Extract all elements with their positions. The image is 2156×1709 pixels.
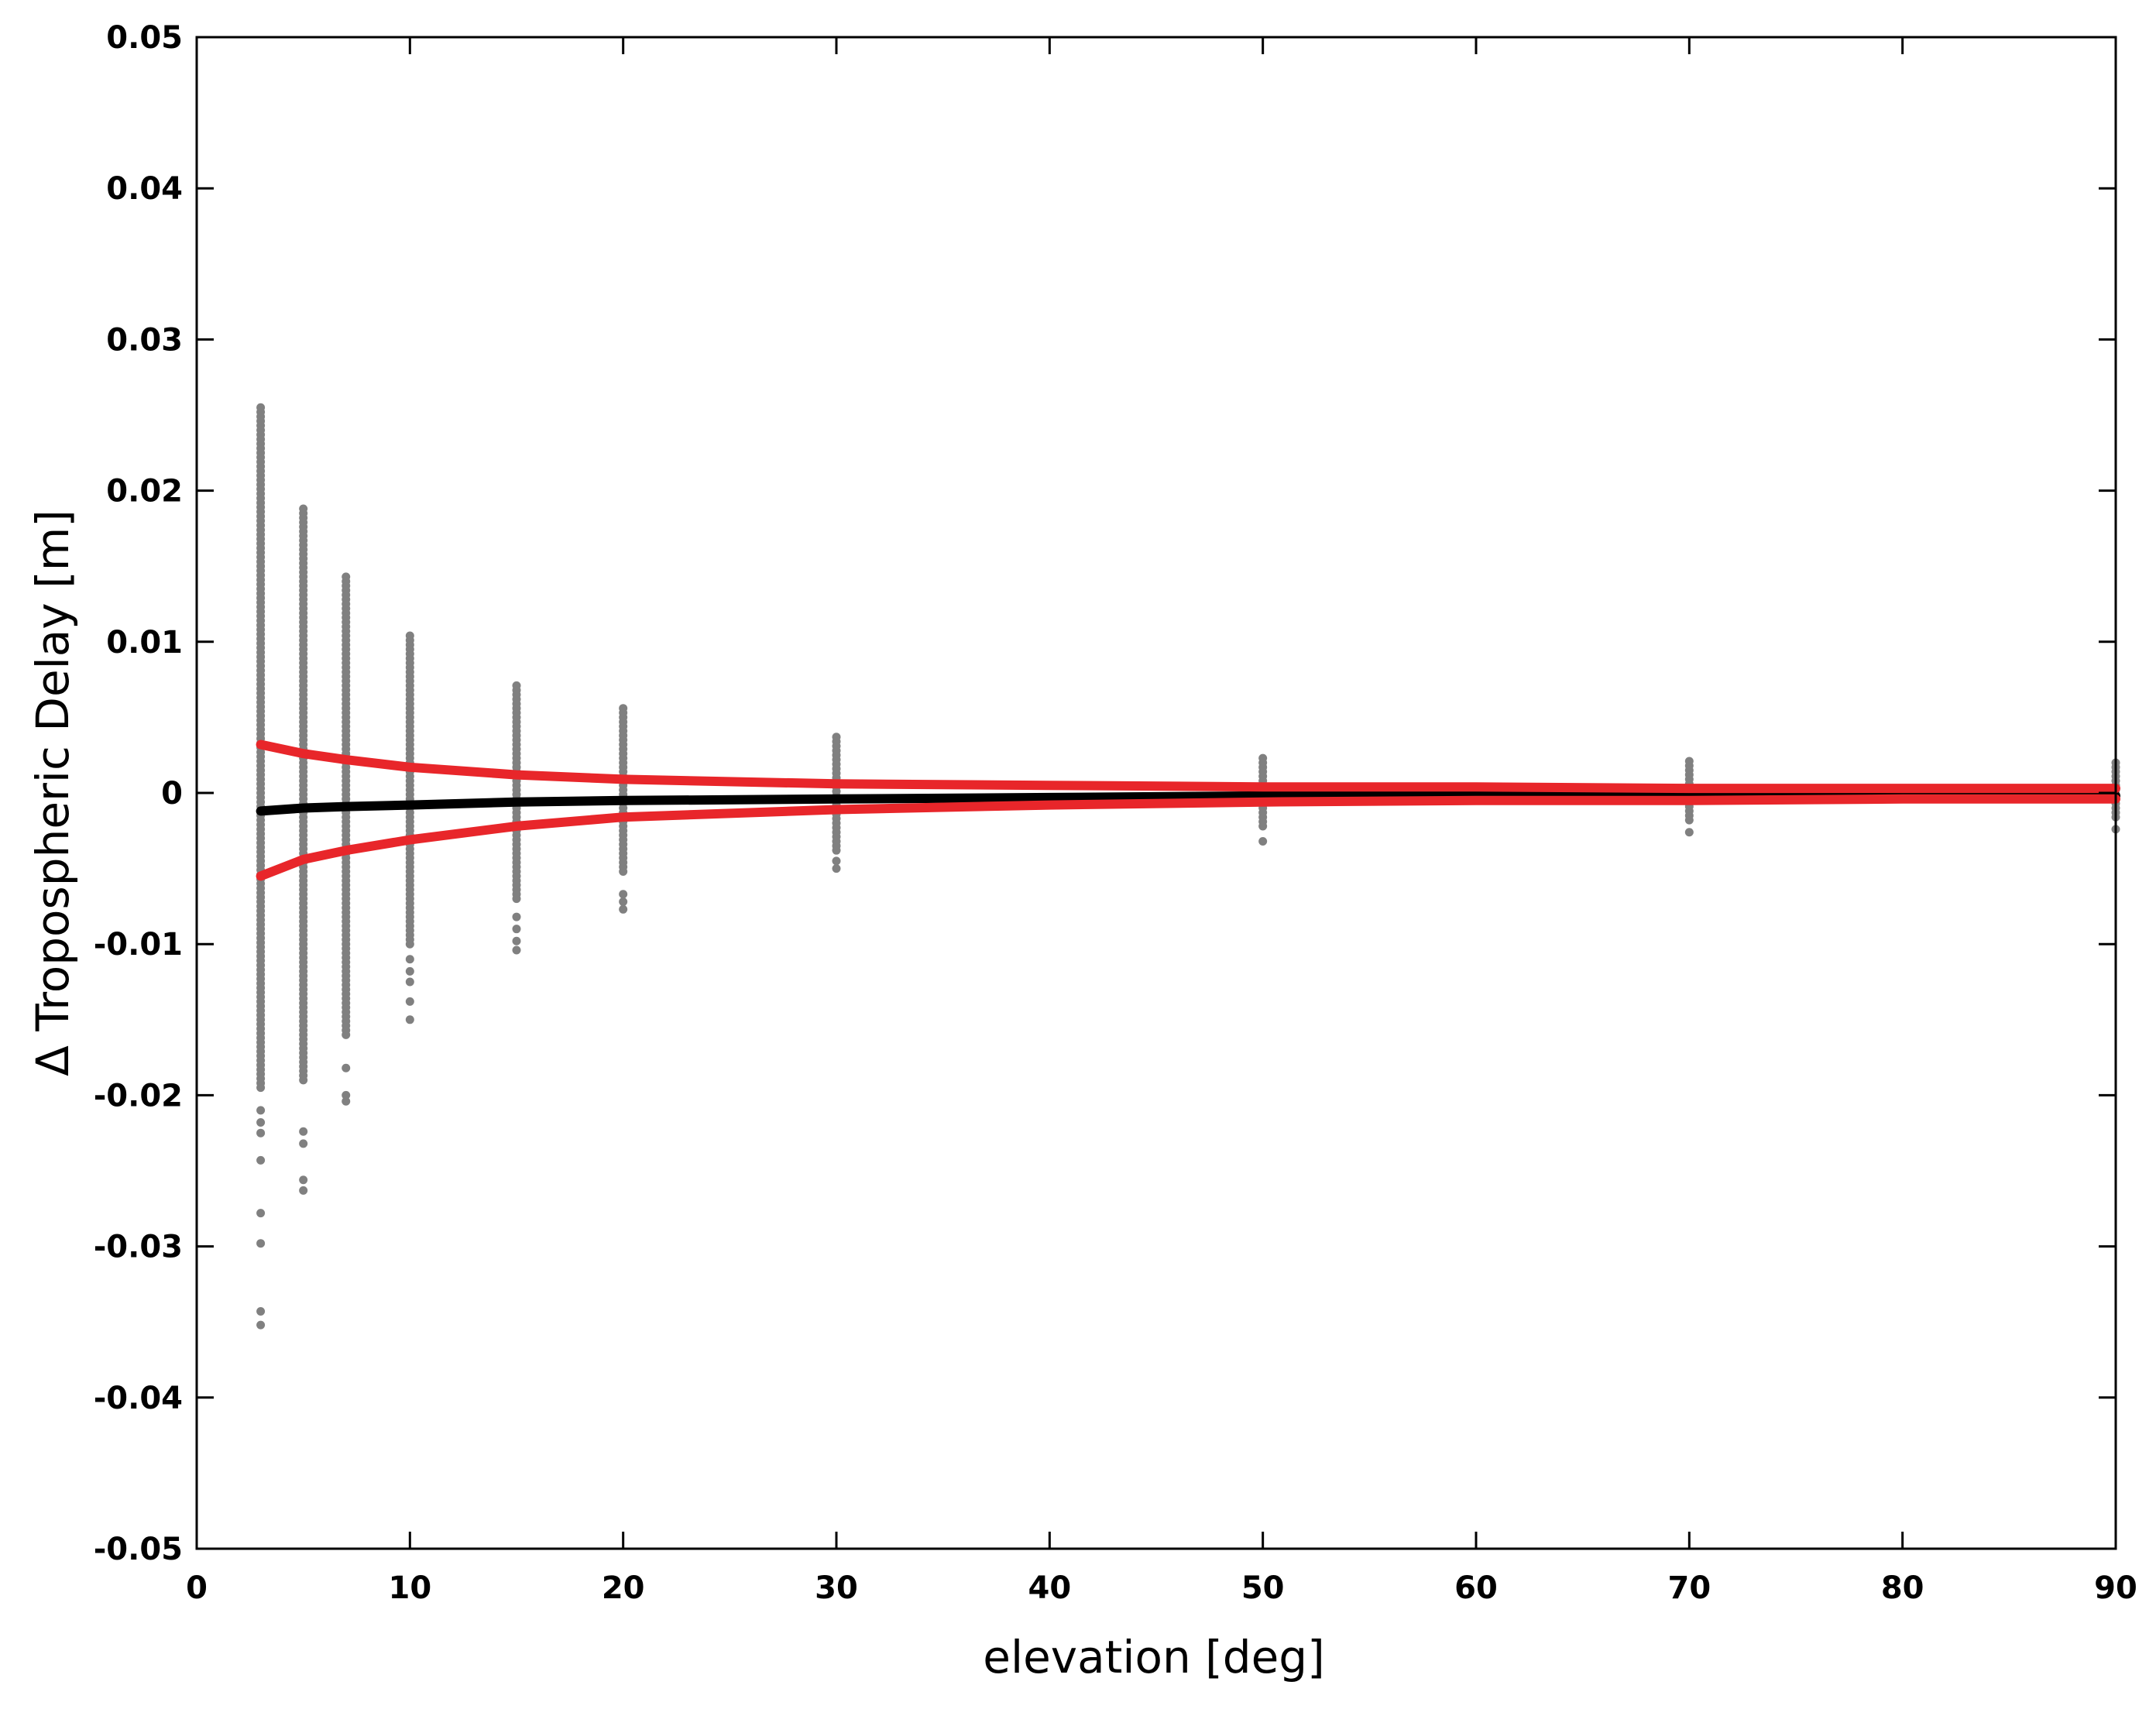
scatter-point xyxy=(256,403,266,412)
scatter-point xyxy=(512,681,521,690)
scatter-point xyxy=(1258,753,1268,763)
x-tick-label: 70 xyxy=(1667,1570,1711,1606)
lines-layer xyxy=(256,740,2120,881)
bound-line xyxy=(256,794,2120,881)
scatter-outlier-point xyxy=(256,1118,266,1127)
scatter-outlier-point xyxy=(299,1175,308,1185)
scatter-point xyxy=(299,504,308,513)
scatter-outlier-point xyxy=(256,1307,266,1316)
scatter-group xyxy=(256,403,266,1330)
scatter-outlier-point xyxy=(256,1106,266,1115)
y-tick-label: -0.04 xyxy=(94,1381,183,1416)
tick-labels-layer: 0 10 20 30 40 50 60 70 80 90 0.05 0.04 0.03 0.02 0.01 0… xyxy=(94,20,2137,1606)
x-tick-label: 40 xyxy=(1028,1570,1071,1606)
y-axis-title: Δ Tropospheric Delay [m] xyxy=(26,510,79,1076)
scatter-outlier-point xyxy=(256,1155,266,1165)
scatter-point xyxy=(342,572,351,582)
x-tick-label: 50 xyxy=(1241,1570,1285,1606)
y-tick-label: -0.03 xyxy=(94,1230,183,1265)
scatter-outlier-point xyxy=(1258,836,1268,846)
scatter-outlier-point xyxy=(299,1186,308,1195)
x-tick-label: 10 xyxy=(388,1570,431,1606)
scatter-outlier-point xyxy=(832,864,841,873)
scatter-outlier-point xyxy=(405,955,414,964)
bound-line xyxy=(256,740,2120,794)
scatter-outlier-point xyxy=(256,1320,266,1330)
x-tick-label: 20 xyxy=(602,1570,645,1606)
scatter-outlier-point xyxy=(299,1127,308,1136)
y-tick-label: 0 xyxy=(161,776,183,812)
y-tick-label: 0.02 xyxy=(106,474,183,510)
scatter-outlier-point xyxy=(299,1139,308,1148)
scatter-outlier-point xyxy=(512,925,521,934)
scatter-outlier-point xyxy=(512,936,521,945)
scatter-outlier-point xyxy=(832,856,841,866)
scatter-outlier-point xyxy=(342,1090,351,1100)
scatter-outlier-point xyxy=(405,966,414,976)
x-tick-label: 0 xyxy=(186,1570,208,1606)
scatter-outlier-point xyxy=(256,1128,266,1138)
y-tick-label: 0.01 xyxy=(106,625,183,661)
scatter-outlier-point xyxy=(256,1239,266,1248)
scatter-outlier-point xyxy=(342,1096,351,1106)
y-tick-label: 0.04 xyxy=(106,171,183,207)
scatter-outlier-point xyxy=(619,890,628,899)
x-tick-label: 80 xyxy=(1881,1570,1924,1606)
scatter-group xyxy=(619,704,628,914)
scatter-outlier-point xyxy=(512,912,521,921)
x-tick-label: 60 xyxy=(1454,1570,1498,1606)
scatter-outlier-point xyxy=(619,904,628,914)
scatter-outlier-point xyxy=(405,997,414,1006)
scatter-point xyxy=(832,733,841,742)
scatter-layer xyxy=(256,403,2120,1330)
scatter-point xyxy=(619,704,628,713)
scatter-outlier-point xyxy=(512,945,521,955)
scatter-outlier-point xyxy=(619,897,628,907)
scatter-point xyxy=(1684,757,1694,766)
x-tick-label: 30 xyxy=(815,1570,858,1606)
x-axis-title: elevation [deg] xyxy=(983,1631,1324,1683)
y-tick-label: -0.05 xyxy=(94,1532,183,1567)
scatter-outlier-point xyxy=(1684,828,1694,837)
scatter-outlier-point xyxy=(256,1209,266,1218)
y-tick-label: -0.02 xyxy=(94,1078,183,1114)
scatter-point xyxy=(405,631,414,640)
x-tick-label: 90 xyxy=(2094,1570,2137,1606)
scatter-outlier-point xyxy=(342,1063,351,1072)
ticks-layer xyxy=(195,36,2117,1550)
y-tick-label: 0.03 xyxy=(106,322,183,358)
y-tick-label: -0.01 xyxy=(94,927,183,963)
scatter-outlier-point xyxy=(405,1015,414,1024)
y-tick-label: 0.05 xyxy=(106,20,183,56)
scatter-outlier-point xyxy=(405,977,414,987)
scatter-group xyxy=(342,572,351,1106)
